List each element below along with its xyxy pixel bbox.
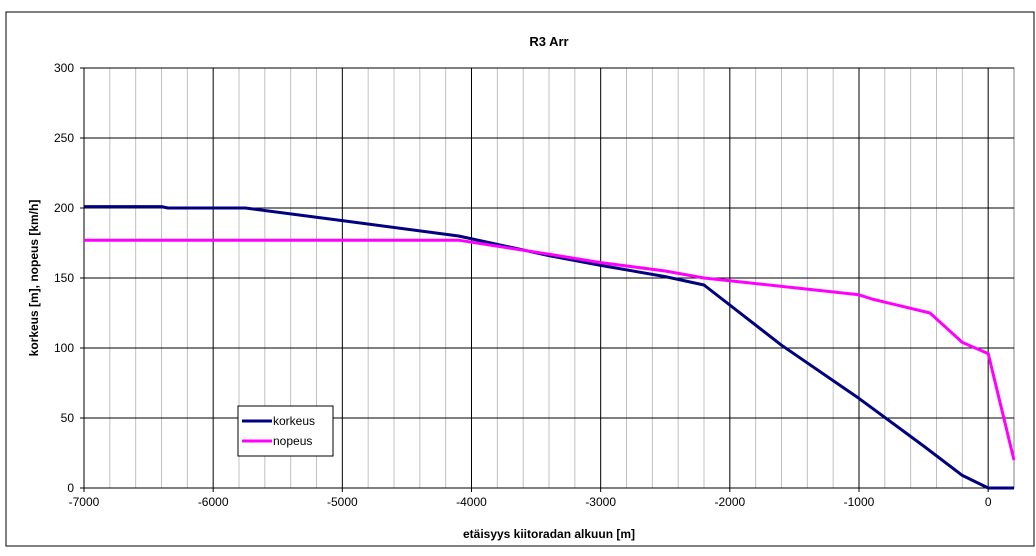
x-tick-label: 0 xyxy=(985,495,992,509)
x-tick-label: -7000 xyxy=(69,495,100,509)
x-tick-label: -6000 xyxy=(198,495,229,509)
x-tick-label: -5000 xyxy=(327,495,358,509)
y-tick-label: 100 xyxy=(54,341,74,355)
y-axis-label: korkeus [m], nopeus [km/h] xyxy=(27,200,41,357)
x-tick-label: -1000 xyxy=(844,495,875,509)
legend-label-nopeus: nopeus xyxy=(273,434,312,448)
legend-box xyxy=(237,405,334,457)
y-tick-label: 50 xyxy=(61,411,75,425)
chart-title: R3 Arr xyxy=(529,34,568,49)
y-tick-label: 250 xyxy=(54,131,74,145)
x-tick-labels: -7000 -6000 -5000 -4000 -3000 -2000 -1000 0 xyxy=(69,488,992,509)
legend-label-korkeus: korkeus xyxy=(273,414,315,428)
series-line-nopeus xyxy=(84,238,1016,461)
series-line-korkeus xyxy=(84,205,1014,490)
y-tick-label: 0 xyxy=(67,481,74,495)
series-layer xyxy=(84,205,1016,490)
y-tick-label: 150 xyxy=(54,271,74,285)
y-tick-label: 200 xyxy=(54,201,74,215)
x-axis-label: etäisyys kiitoradan alkuun [m] xyxy=(463,527,635,541)
x-tick-label: -4000 xyxy=(456,495,487,509)
y-tick-label: 300 xyxy=(54,61,74,75)
x-tick-label: -3000 xyxy=(585,495,616,509)
y-tick-labels: 0 50 100 150 200 250 300 xyxy=(54,61,84,495)
x-tick-label: -2000 xyxy=(714,495,745,509)
legend: korkeus nopeus xyxy=(237,405,334,457)
